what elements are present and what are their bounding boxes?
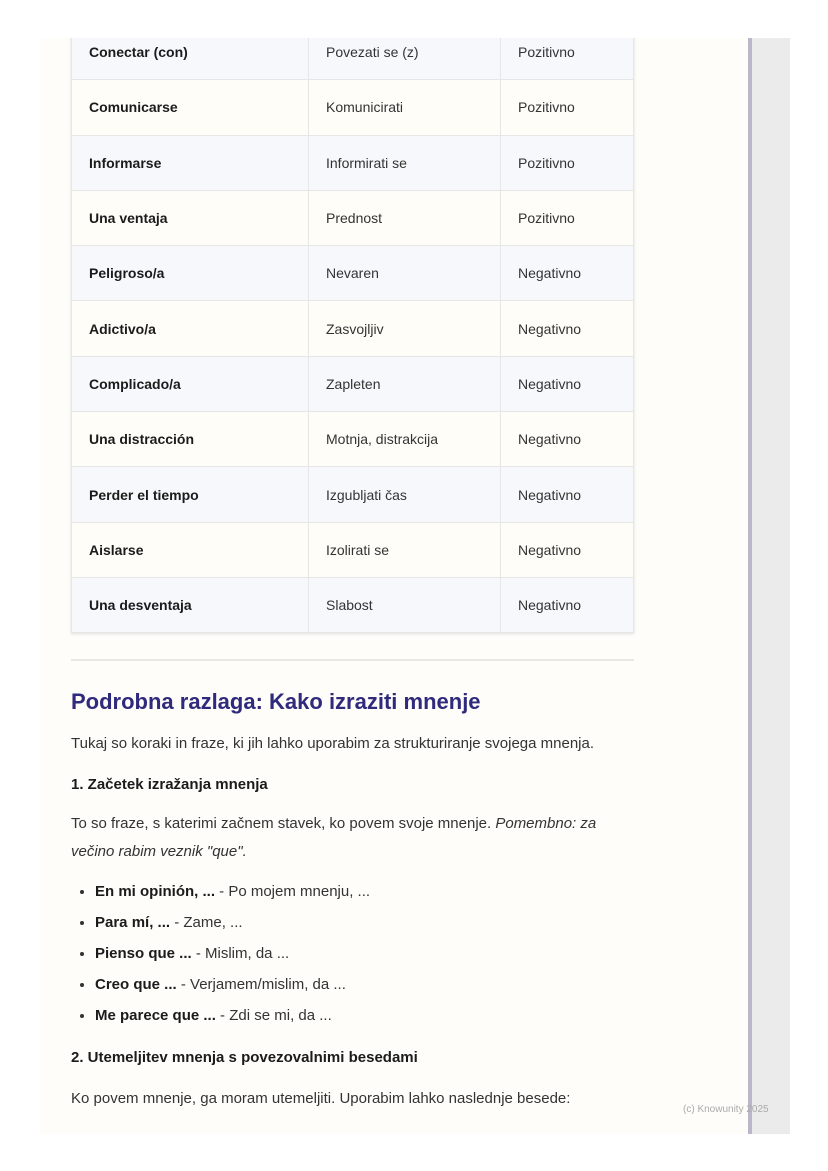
slovene-translation: Nevaren <box>308 245 501 302</box>
phrase-sl: - Mislim, da ... <box>191 945 290 963</box>
spanish-term: Complicado/a <box>71 355 309 413</box>
slovene-translation: Izolirati se <box>308 521 501 578</box>
phrase-es: Para mí, ... <box>95 914 171 932</box>
spanish-term: Comunicarse <box>71 79 309 136</box>
spanish-term: Perder el tiempo <box>71 466 309 523</box>
divider <box>71 659 634 662</box>
slovene-translation: Prednost <box>308 189 501 247</box>
spanish-term: Una ventaja <box>71 189 309 247</box>
phrase-es: En mi opinión, ... <box>95 883 215 901</box>
spanish-term: Peligroso/a <box>71 245 309 302</box>
step1-heading: 1. Začetek izražanja mnenja <box>71 776 268 794</box>
phrase-es: Me parece que ... <box>95 1007 216 1025</box>
phrase-list: En mi opinión, ... - Po mojem mnenju, ..… <box>71 876 634 1031</box>
slovene-translation: Slabost <box>308 576 501 634</box>
spanish-term: Conectar (con) <box>71 38 309 81</box>
table-row: Una desventaja Slabost Negativno <box>71 576 634 634</box>
slovene-translation: Motnja, distrakcija <box>308 411 501 468</box>
table-row: Aislarse Izolirati se Negativno <box>71 521 634 578</box>
spanish-term: Una desventaja <box>71 576 309 634</box>
slovene-translation: Informirati se <box>308 134 501 191</box>
table-row: Conectar (con) Povezati se (z) Pozitivno <box>71 38 634 81</box>
spanish-term: Aislarse <box>71 521 309 578</box>
list-item: Creo que ... - Verjamem/mislim, da ... <box>95 969 634 1000</box>
step1-text: To so fraze, s katerimi začnem stavek, k… <box>71 810 634 866</box>
scrollbar[interactable] <box>748 38 752 1134</box>
phrase-sl: - Verjamem/mislim, da ... <box>176 976 346 994</box>
side-gutter <box>752 38 790 1134</box>
slovene-translation: Povezati se (z) <box>308 38 501 81</box>
step1-text-main: To so fraze, s katerimi začnem stavek, k… <box>71 815 496 833</box>
section-heading: Podrobna razlaga: Kako izraziti mnenje <box>71 689 481 715</box>
sentiment: Pozitivno <box>500 38 634 81</box>
sentiment: Negativno <box>500 521 634 578</box>
slovene-translation: Zasvojljiv <box>308 300 501 357</box>
sentiment: Negativno <box>500 300 634 357</box>
vocabulary-table: Conectar (con) Povezati se (z) Pozitivno Co… <box>71 38 634 634</box>
sentiment: Negativno <box>500 245 634 302</box>
table-row: Una ventaja Prednost Pozitivno <box>71 189 634 247</box>
list-item: Pienso que ... - Mislim, da ... <box>95 938 634 969</box>
sentiment: Negativno <box>500 411 634 468</box>
spanish-term: Informarse <box>71 134 309 191</box>
table-row: Una distracción Motnja, distrakcija Negati… <box>71 411 634 468</box>
slovene-translation: Komunicirati <box>308 79 501 136</box>
sentiment: Negativno <box>500 466 634 523</box>
table-row: Informarse Informirati se Pozitivno <box>71 134 634 191</box>
content: Conectar (con) Povezati se (z) Pozitivno Co… <box>71 38 634 1113</box>
table-row: Complicado/a Zapleten Negativno <box>71 355 634 413</box>
phrase-sl: - Zdi se mi, da ... <box>215 1007 332 1025</box>
sentiment: Pozitivno <box>500 189 634 247</box>
slovene-translation: Zapleten <box>308 355 501 413</box>
table-row: Adictivo/a Zasvojljiv Negativno <box>71 300 634 357</box>
table-row: Perder el tiempo Izgubljati čas Negativno <box>71 466 634 523</box>
list-item: Me parece que ... - Zdi se mi, da ... <box>95 1000 634 1031</box>
list-item: Para mí, ... - Zame, ... <box>95 907 634 938</box>
step1-note: Pomembno: za večino rabim veznik "que". <box>71 815 597 861</box>
sentiment: Negativno <box>500 355 634 413</box>
phrase-sl: - Po mojem mnenju, ... <box>215 883 371 901</box>
spanish-term: Adictivo/a <box>71 300 309 357</box>
step2-text: Ko povem mnenje, ga moram utemeljiti. Up… <box>71 1090 571 1108</box>
slovene-translation: Izgubljati čas <box>308 466 501 523</box>
list-item: En mi opinión, ... - Po mojem mnenju, ..… <box>95 876 634 907</box>
phrase-es: Creo que ... <box>95 976 177 994</box>
sentiment: Negativno <box>500 576 634 634</box>
table-row: Peligroso/a Nevaren Negativno <box>71 245 634 302</box>
phrase-sl: - Zame, ... <box>170 914 243 932</box>
sentiment: Pozitivno <box>500 79 634 136</box>
document-page: Conectar (con) Povezati se (z) Pozitivno Co… <box>40 38 790 1134</box>
intro-text: Tukaj so koraki in fraze, ki jih lahko u… <box>71 735 595 753</box>
sentiment: Pozitivno <box>500 134 634 191</box>
table-row: Comunicarse Komunicirati Pozitivno <box>71 79 634 136</box>
spanish-term: Una distracción <box>71 411 309 468</box>
phrase-es: Pienso que ... <box>95 945 192 963</box>
step2-heading: 2. Utemeljitev mnenja s povezovalnimi be… <box>71 1049 418 1067</box>
copyright-footer: (c) Knowunity 2025 <box>683 1104 769 1115</box>
